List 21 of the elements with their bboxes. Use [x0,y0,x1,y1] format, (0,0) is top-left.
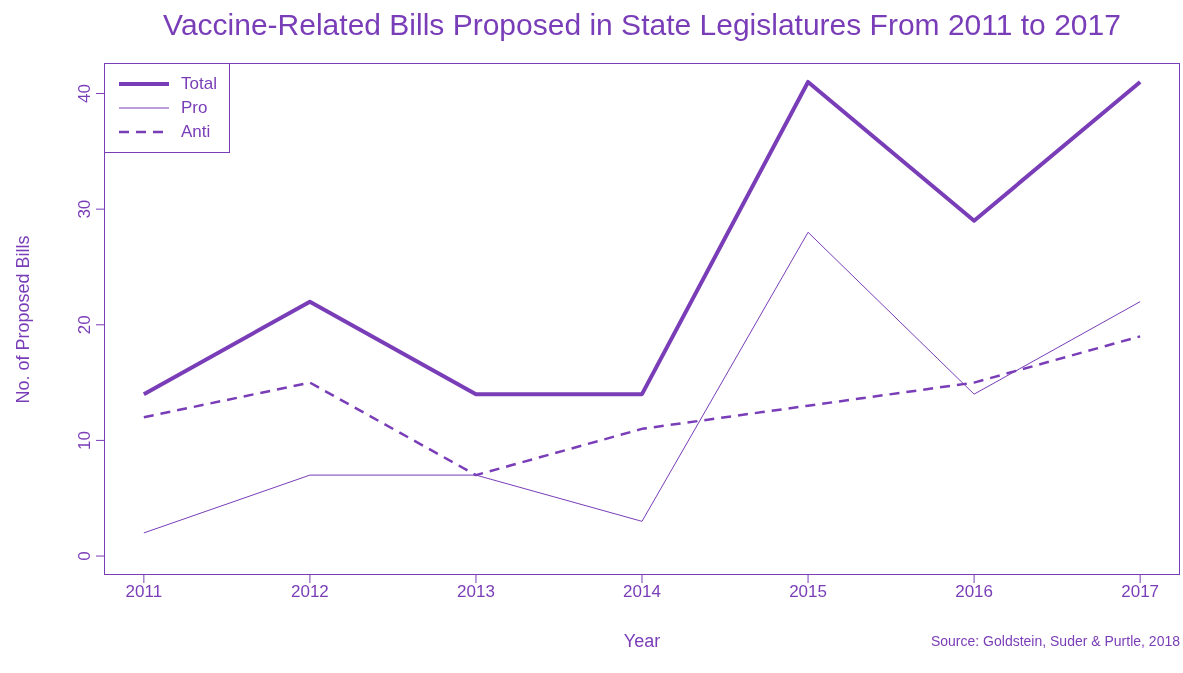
y-axis-title: No. of Proposed Bills [12,234,34,404]
y-tick-label: 40 [75,84,94,103]
source-note: Source: Goldstein, Suder & Purtle, 2018 [930,633,1180,649]
y-tick-label: 10 [75,430,94,450]
x-tick-label: 2011 [125,582,163,602]
line-series [143,231,1141,534]
y-tick-label: 30 [75,199,94,219]
legend-label: Pro [181,98,208,118]
line-series [141,79,1143,397]
legend-label: Anti [181,122,211,142]
x-tick-label: 2017 [1121,582,1160,602]
y-tick-label: 0 [75,551,94,561]
x-axis-title: Year [623,631,661,651]
x-tick-label: 2016 [955,582,994,602]
x-tick-label: 2013 [457,582,495,602]
y-tick-label: 20 [75,315,94,335]
x-tick-label: 2014 [623,582,661,602]
x-tick-label: 2015 [789,582,827,602]
x-tick-label: 2012 [290,582,329,602]
chart-title: Vaccine-Related Bills Proposed in State Legislatures From 2011 to 2017 [162,8,1122,42]
legend-label: Total [181,74,217,94]
